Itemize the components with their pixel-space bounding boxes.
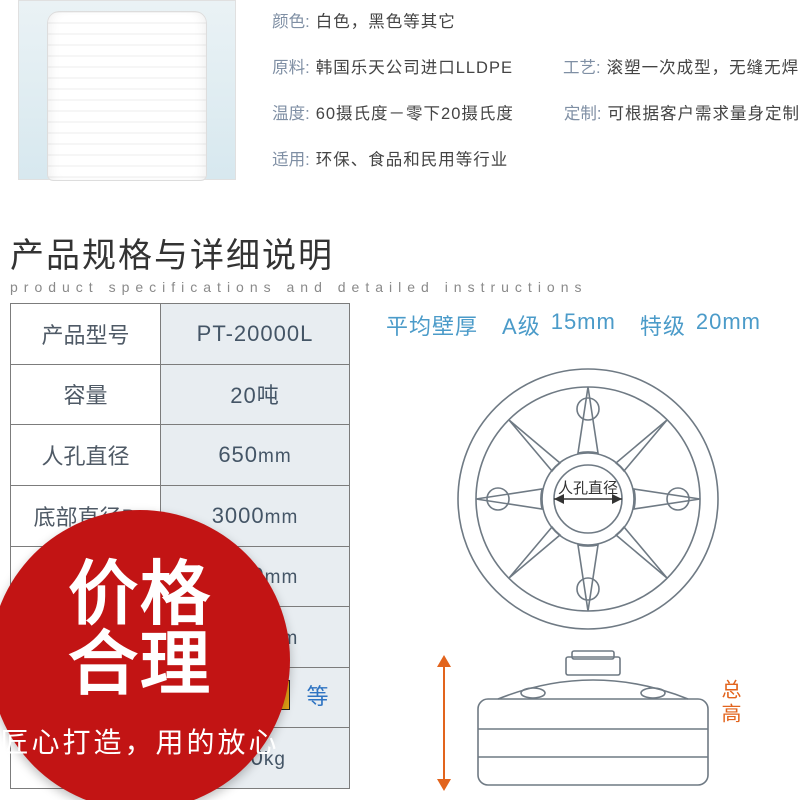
stamp-line2: 合理 bbox=[68, 629, 212, 699]
spec-model-value: PT-20000L bbox=[161, 304, 350, 365]
attr-material-key: 原料: bbox=[272, 54, 310, 78]
attr-custom-val: 可根据客户需求量身定制 bbox=[608, 100, 800, 124]
dimension-arrow-icon bbox=[434, 657, 454, 789]
stamp-line1: 价格 bbox=[68, 559, 212, 629]
wall-thickness: 平均壁厚 A级 15mm 特级 20mm bbox=[386, 309, 800, 341]
product-photo bbox=[18, 0, 236, 180]
attr-apply-key: 适用: bbox=[272, 146, 310, 170]
spec-cap-label: 容量 bbox=[11, 364, 161, 425]
wall-gradeA-name: A级 bbox=[502, 309, 541, 341]
attr-process-key: 工艺: bbox=[563, 54, 601, 78]
swatch-etc: 等 bbox=[306, 679, 329, 711]
attr-color-key: 颜色: bbox=[272, 8, 310, 32]
price-stamp: 价格 合理 匠心打造，用的放心 bbox=[0, 510, 290, 800]
tank-illustration bbox=[47, 11, 207, 181]
diagram-side-view: 总高 bbox=[438, 649, 738, 789]
section-heading: 产品规格与详细说明 product specifications and det… bbox=[10, 228, 800, 295]
stamp-subtitle: 匠心打造，用的放心 bbox=[0, 721, 279, 761]
attr-apply-val: 环保、食品和民用等行业 bbox=[316, 146, 509, 170]
wall-label: 平均壁厚 bbox=[386, 309, 478, 341]
attr-process-val: 滚塑一次成型，无缝无焊 bbox=[607, 54, 800, 78]
attr-custom-key: 定制: bbox=[564, 100, 602, 124]
section-heading-cn: 产品规格与详细说明 bbox=[10, 228, 800, 277]
product-attributes: 颜色:白色，黑色等其它 原料:韩国乐天公司进口LLDPE 工艺:滚塑一次成型，无… bbox=[236, 0, 800, 192]
diagram-manhole-label: 人孔直径 bbox=[558, 480, 618, 497]
diagram-totalheight-label: 总高 bbox=[715, 679, 744, 727]
attr-material-val: 韩国乐天公司进口LLDPE bbox=[316, 54, 513, 78]
wall-gradeA-thk: 15mm bbox=[551, 309, 616, 341]
spec-model-label: 产品型号 bbox=[11, 304, 161, 365]
diagram-top-view: 人孔直径 bbox=[448, 359, 728, 639]
spec-manhole-label: 人孔直径 bbox=[11, 425, 161, 486]
section-heading-en: product specifications and detailed inst… bbox=[10, 279, 800, 295]
attr-temp-key: 温度: bbox=[272, 100, 310, 124]
wall-gradeS-thk: 20mm bbox=[696, 309, 761, 341]
spec-cap-value: 20吨 bbox=[161, 364, 350, 425]
wall-gradeS-name: 特级 bbox=[640, 309, 686, 341]
attr-temp-val: 60摄氏度－零下20摄氏度 bbox=[316, 100, 514, 124]
attr-color-val: 白色，黑色等其它 bbox=[316, 8, 456, 32]
spec-manhole-value: 650mm bbox=[161, 425, 350, 486]
